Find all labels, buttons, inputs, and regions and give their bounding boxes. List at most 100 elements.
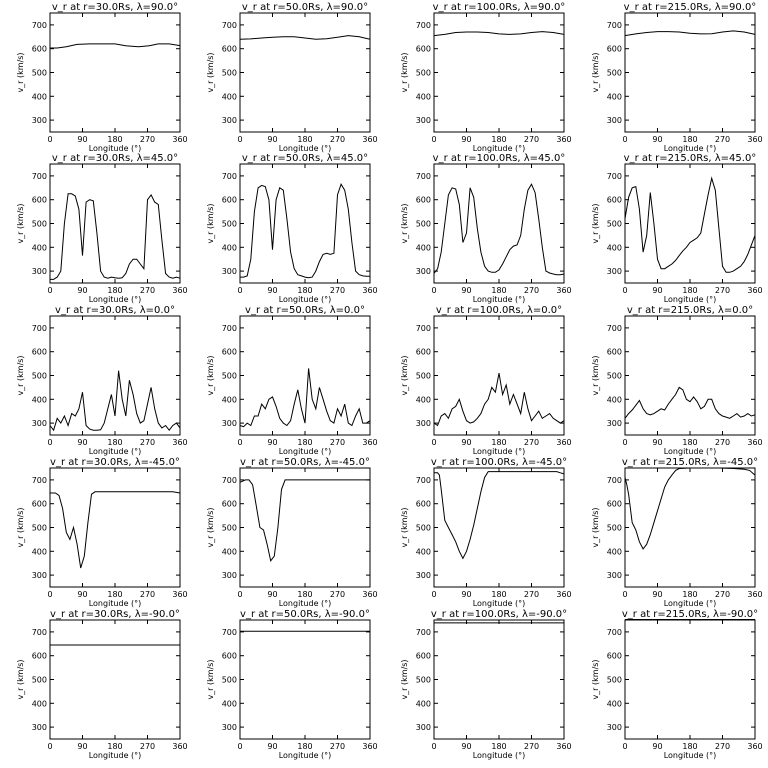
y-axis-title: v_r (km/s) [16, 52, 25, 92]
y-tick-label: 500 [222, 524, 237, 533]
y-axis-title: v_r (km/s) [400, 52, 409, 92]
y-axis-title: v_r (km/s) [591, 659, 600, 699]
x-axis-title: Longitude (°) [279, 295, 332, 304]
panel-title: v_r at r=100.0Rs, λ=-90.0° [431, 609, 567, 620]
y-tick-label: 500 [416, 676, 431, 685]
x-tick-label: 180 [682, 438, 697, 447]
y-tick-label: 300 [222, 116, 237, 125]
y-axis-title: v_r (km/s) [206, 355, 215, 395]
series-line [624, 467, 756, 550]
plot-frame [49, 12, 181, 133]
y-tick-label: 500 [416, 524, 431, 533]
x-tick-label: 180 [491, 742, 506, 751]
panel-title: v_r at r=50.0Rs, λ=0.0° [245, 305, 365, 316]
plot-frame [49, 315, 181, 436]
x-tick-label: 180 [297, 135, 312, 144]
x-axis-title: Longitude (°) [473, 295, 526, 304]
y-tick-label: 400 [607, 395, 622, 404]
panel-17: v_r at r=30.0Rs, λ=-90.0° 0 90 180 270 360 300… [16, 609, 188, 760]
y-axis-title: v_r (km/s) [206, 52, 215, 92]
y-tick-label: 300 [416, 571, 431, 580]
y-axis-title: v_r (km/s) [591, 507, 600, 547]
x-tick-label: 180 [682, 742, 697, 751]
y-tick-label: 400 [607, 243, 622, 252]
y-tick-label: 700 [222, 628, 237, 637]
panel-10: v_r at r=50.0Rs, λ=0.0° 0 90 180 270 360 300 40… [206, 305, 378, 456]
y-tick-label: 600 [416, 348, 431, 357]
y-tick-label: 600 [607, 500, 622, 509]
x-axis-title: Longitude (°) [664, 751, 717, 760]
x-axis-title: Longitude (°) [89, 599, 142, 608]
y-tick-label: 300 [607, 116, 622, 125]
x-tick-label: 180 [682, 286, 697, 295]
y-axis-title: v_r (km/s) [16, 659, 25, 699]
series-line [433, 373, 565, 427]
x-axis-title: Longitude (°) [89, 144, 142, 153]
x-tick-label: 270 [140, 286, 155, 295]
x-axis-title: Longitude (°) [279, 144, 332, 153]
x-tick-label: 360 [556, 438, 571, 447]
series-line [433, 183, 565, 276]
x-axis-title: Longitude (°) [473, 751, 526, 760]
y-tick-label: 700 [607, 628, 622, 637]
panel-title: v_r at r=100.0Rs, λ=90.0° [433, 2, 566, 13]
panel-title: v_r at r=215.0Rs, λ=-90.0° [622, 609, 758, 620]
panel-19: v_r at r=100.0Rs, λ=-90.0° 0 90 180 270 360 30… [400, 609, 572, 760]
y-tick-label: 400 [222, 547, 237, 556]
y-tick-label: 700 [32, 628, 47, 637]
x-tick-label: 360 [362, 135, 377, 144]
x-tick-label: 0 [431, 286, 436, 295]
x-tick-label: 180 [682, 590, 697, 599]
x-tick-label: 180 [297, 742, 312, 751]
x-tick-label: 360 [556, 286, 571, 295]
panel-18: v_r at r=50.0Rs, λ=-90.0° 0 90 180 270 360 300… [206, 609, 378, 760]
x-axis-title: Longitude (°) [89, 447, 142, 456]
x-tick-label: 360 [556, 590, 571, 599]
x-tick-label: 90 [77, 135, 87, 144]
y-tick-label: 700 [416, 324, 431, 333]
x-tick-label: 270 [524, 590, 539, 599]
y-tick-label: 600 [222, 196, 237, 205]
x-tick-label: 180 [491, 590, 506, 599]
y-tick-label: 400 [222, 699, 237, 708]
x-tick-label: 180 [107, 286, 122, 295]
panel-15: v_r at r=100.0Rs, λ=-45.0° 0 90 180 270 360 30… [400, 457, 572, 608]
x-tick-label: 90 [461, 590, 471, 599]
plot-frame [624, 315, 756, 436]
y-tick-label: 700 [222, 21, 237, 30]
panel-title: v_r at r=30.0Rs, λ=90.0° [52, 2, 178, 13]
plot-frame [624, 619, 756, 740]
plot-frame [239, 619, 371, 740]
x-axis-title: Longitude (°) [279, 751, 332, 760]
y-tick-label: 300 [416, 723, 431, 732]
panel-title: v_r at r=30.0Rs, λ=0.0° [55, 305, 175, 316]
x-axis-title: Longitude (°) [664, 599, 717, 608]
y-axis-title: v_r (km/s) [206, 203, 215, 243]
y-tick-label: 600 [607, 652, 622, 661]
x-tick-label: 0 [47, 286, 52, 295]
panel-title: v_r at r=50.0Rs, λ=-90.0° [240, 609, 370, 620]
x-tick-label: 270 [140, 742, 155, 751]
y-tick-label: 400 [416, 92, 431, 101]
x-tick-label: 270 [140, 438, 155, 447]
x-tick-label: 90 [461, 286, 471, 295]
y-tick-label: 700 [607, 324, 622, 333]
x-tick-label: 270 [330, 438, 345, 447]
panel-title: v_r at r=100.0Rs, λ=0.0° [436, 305, 562, 316]
x-tick-label: 180 [107, 590, 122, 599]
x-tick-label: 0 [622, 135, 627, 144]
x-tick-label: 360 [747, 135, 762, 144]
x-tick-label: 180 [682, 135, 697, 144]
y-tick-label: 700 [32, 21, 47, 30]
y-tick-label: 400 [222, 243, 237, 252]
x-tick-label: 0 [431, 742, 436, 751]
x-tick-label: 90 [652, 135, 662, 144]
x-tick-label: 360 [747, 438, 762, 447]
y-tick-label: 500 [32, 524, 47, 533]
y-tick-label: 600 [416, 652, 431, 661]
y-tick-label: 300 [416, 419, 431, 428]
y-tick-label: 300 [416, 116, 431, 125]
plot-frame [624, 163, 756, 284]
x-tick-label: 270 [524, 135, 539, 144]
series-line [239, 35, 371, 40]
